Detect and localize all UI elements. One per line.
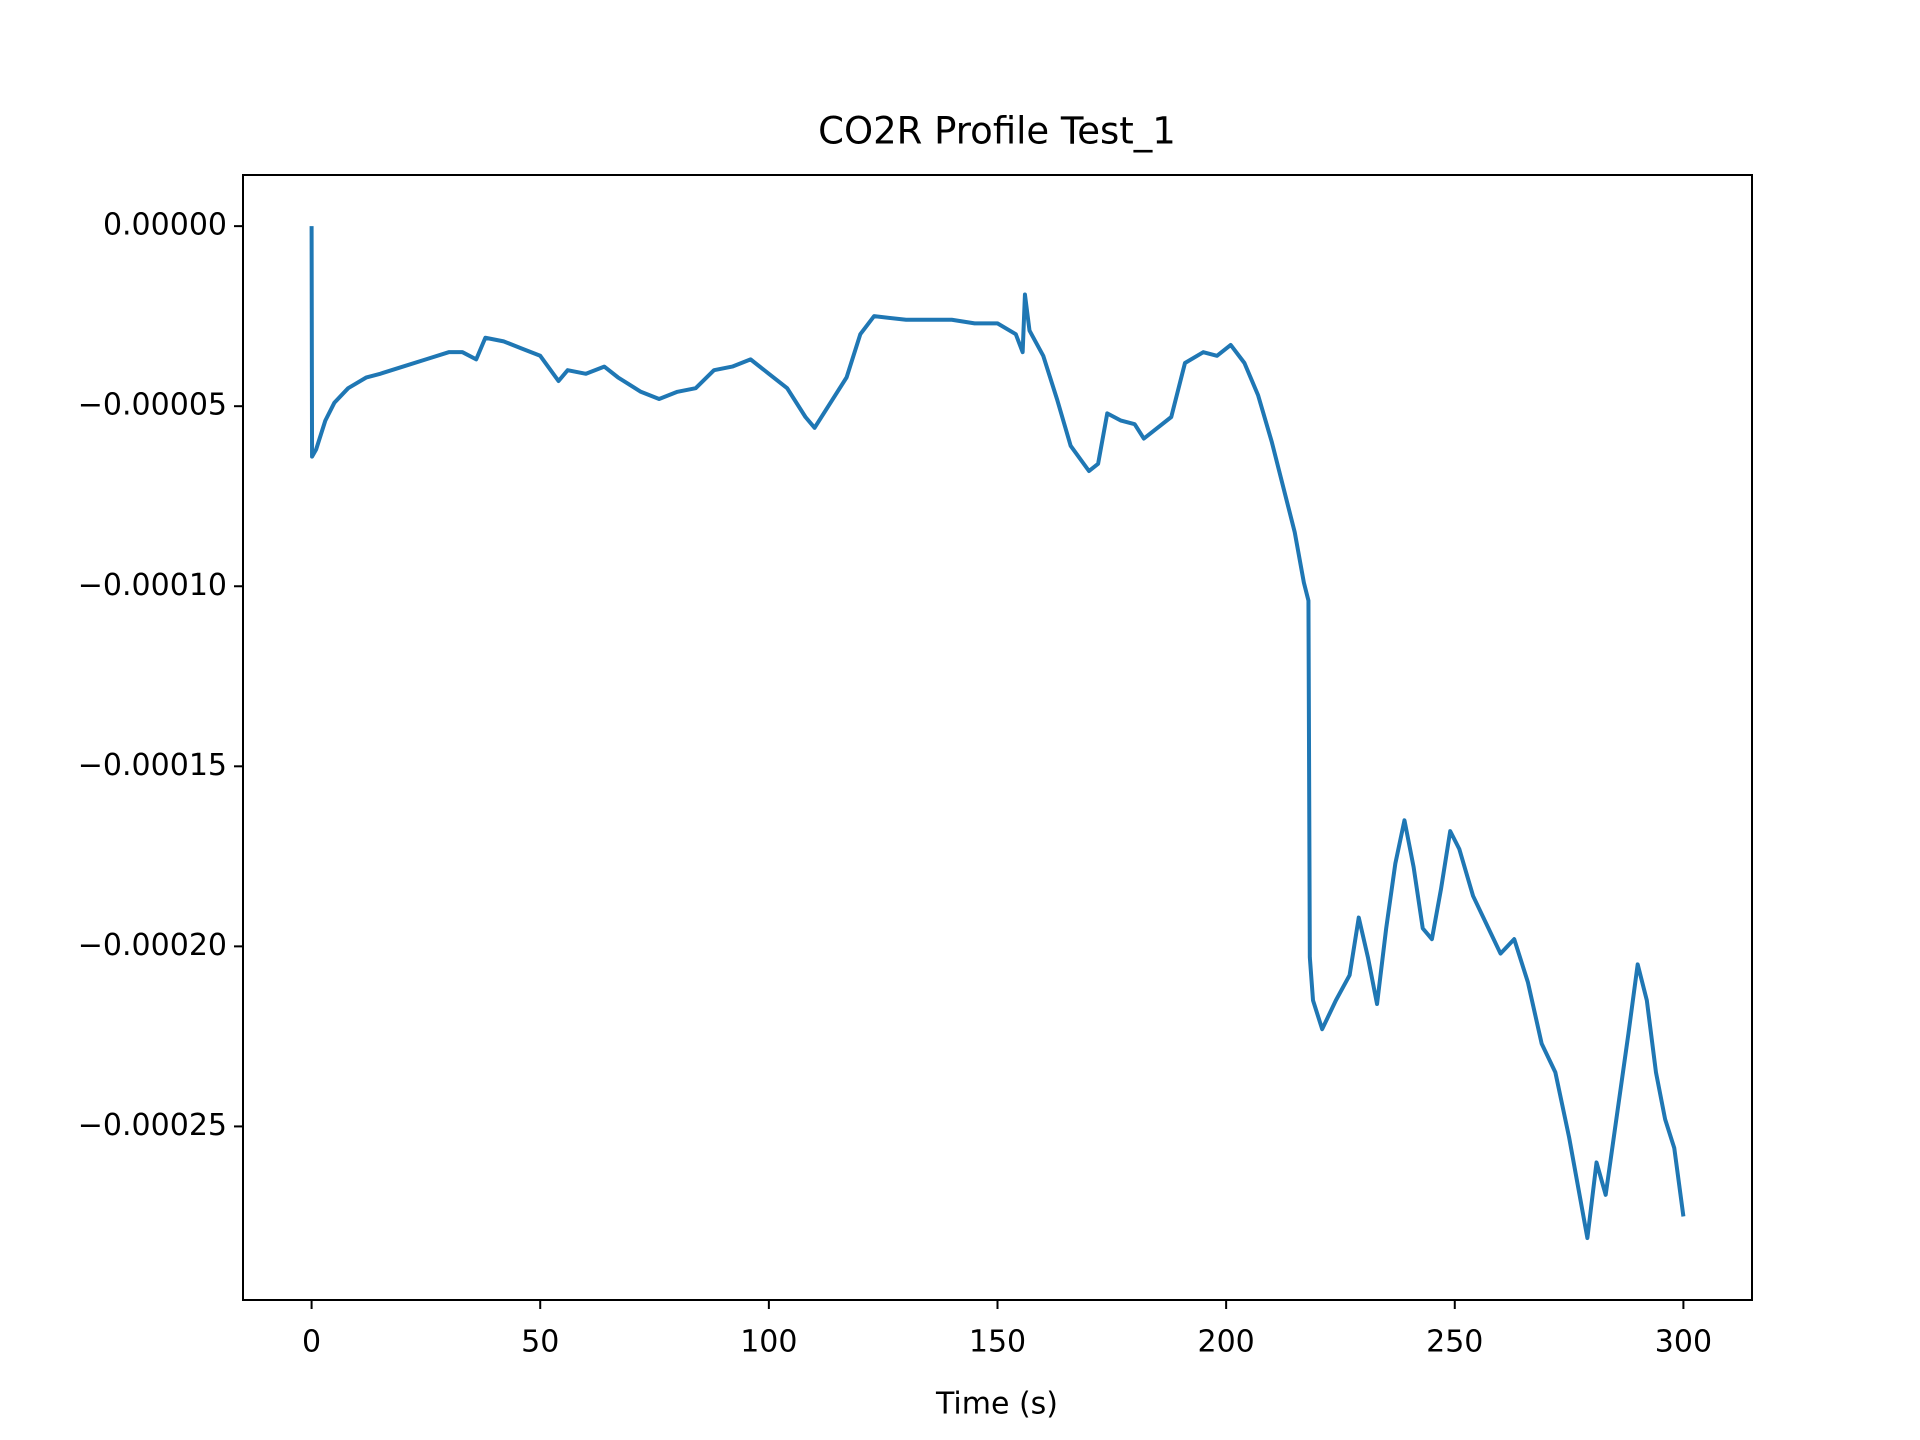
y-tick-label: −0.00015 <box>78 748 227 783</box>
x-tick-label: 250 <box>1426 1325 1483 1360</box>
data-line <box>309 226 1686 1241</box>
x-axis-label: Time (s) <box>935 1387 1058 1422</box>
y-tick-label: 0.00000 <box>103 208 227 243</box>
y-tick-label: −0.00025 <box>78 1108 227 1143</box>
x-tick-label: 100 <box>740 1325 797 1360</box>
chart-title: CO2R Profile Test_1 <box>818 110 1176 153</box>
x-tick-label: 300 <box>1655 1325 1712 1360</box>
y-tick-label: −0.00005 <box>78 388 227 423</box>
plot-frame <box>242 174 1753 1301</box>
y-tick-label: −0.00010 <box>78 568 227 603</box>
y-tick-label: −0.00020 <box>78 928 227 963</box>
x-tick-label: 150 <box>969 1325 1026 1360</box>
x-tick-label: 50 <box>521 1325 559 1360</box>
x-tick-label: 0 <box>302 1325 321 1360</box>
x-tick-label: 200 <box>1198 1325 1255 1360</box>
